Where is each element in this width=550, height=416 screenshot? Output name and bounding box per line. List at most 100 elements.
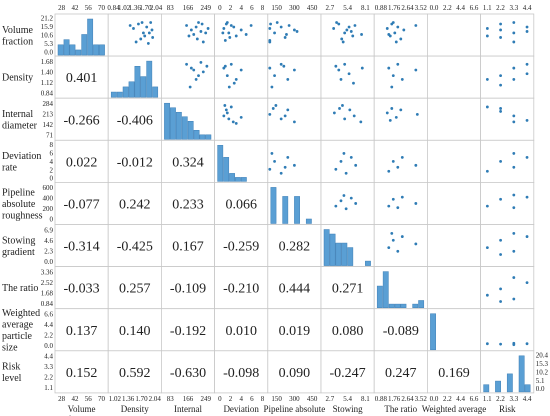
left-tick-label: 1.68 bbox=[41, 289, 54, 297]
scatter-point bbox=[414, 163, 418, 167]
scatter-point bbox=[222, 27, 226, 30]
matrix-cell bbox=[480, 266, 535, 310]
scatter-point bbox=[512, 21, 516, 24]
correlation-value: 0.167 bbox=[172, 240, 204, 255]
matrix-cell bbox=[426, 350, 481, 394]
scatter-point bbox=[525, 62, 529, 66]
matrix-cell bbox=[373, 350, 428, 394]
scatter-point bbox=[139, 37, 143, 41]
scatter-point bbox=[150, 28, 154, 32]
scatter-point bbox=[268, 27, 272, 30]
row-label: average bbox=[2, 320, 34, 331]
left-tick-label: 4.4 bbox=[44, 321, 53, 329]
scatter-point bbox=[227, 31, 231, 35]
column-label: gradient bbox=[333, 414, 363, 416]
top-tick-label: 150 bbox=[271, 4, 282, 12]
matrix-cell bbox=[267, 308, 322, 352]
scatter-point bbox=[143, 34, 147, 38]
bottom-tick-label: 450 bbox=[307, 395, 318, 403]
scatter-point bbox=[268, 167, 272, 171]
scatter-point bbox=[229, 24, 233, 27]
correlation-value: -0.089 bbox=[383, 324, 419, 339]
scatter-point bbox=[223, 104, 227, 107]
histogram-bar bbox=[152, 86, 159, 98]
scatter-point bbox=[197, 74, 200, 78]
left-tick-label: 0.84 bbox=[41, 300, 54, 308]
histogram-bar bbox=[382, 271, 389, 308]
scatter-point bbox=[512, 165, 516, 169]
left-tick-label: 1.40 bbox=[41, 68, 54, 76]
top-tick-label: 83 bbox=[167, 4, 175, 12]
top-tick-label: 300 bbox=[289, 4, 300, 12]
top-tick-label: 0.88 bbox=[375, 4, 388, 12]
scatter-point bbox=[525, 235, 529, 238]
top-tick-label: 4.4 bbox=[523, 4, 532, 12]
histogram-bar bbox=[187, 121, 194, 140]
histogram-bar bbox=[205, 134, 212, 140]
scatter-point bbox=[396, 25, 400, 29]
bottom-tick-label: 0 bbox=[218, 395, 222, 403]
scatter-point bbox=[187, 34, 191, 38]
bottom-tick-label: 4 bbox=[239, 395, 243, 403]
column-label: Internal bbox=[174, 404, 202, 414]
histogram-bar bbox=[347, 247, 354, 266]
scatter-point bbox=[293, 120, 296, 124]
histogram-bar bbox=[140, 76, 147, 98]
scatter-point bbox=[286, 155, 290, 159]
scatter-point bbox=[512, 231, 516, 235]
matrix-cell bbox=[107, 224, 162, 267]
bottom-tick-label: 42 bbox=[71, 395, 79, 403]
bottom-tick-label: 150 bbox=[271, 395, 282, 403]
scatter-point bbox=[394, 115, 398, 119]
scatter-point bbox=[271, 107, 275, 110]
scatter-point bbox=[270, 85, 274, 89]
correlation-value: 0.080 bbox=[332, 324, 364, 339]
top-tick-label: 4.4 bbox=[456, 4, 465, 12]
histogram-bar bbox=[122, 86, 129, 98]
bottom-tick-label: 8.1 bbox=[361, 395, 370, 403]
correlation-value: -0.192 bbox=[170, 324, 206, 339]
matrix-cell bbox=[160, 181, 215, 225]
scatter-point bbox=[349, 196, 353, 200]
left-tick-label: 0.0 bbox=[44, 258, 53, 266]
scatter-point bbox=[512, 276, 516, 279]
histogram-bar bbox=[75, 49, 82, 56]
top-tick-label: 5.4 bbox=[343, 4, 352, 12]
scatter-point bbox=[345, 28, 349, 32]
scatter-point bbox=[525, 72, 529, 76]
right-tick-label: 0.0 bbox=[536, 385, 545, 393]
column-label: Weighted average bbox=[422, 404, 487, 414]
scatter-point bbox=[140, 21, 144, 24]
correlation-value: 0.140 bbox=[119, 324, 151, 339]
scatter-point bbox=[234, 78, 238, 81]
scatter-point bbox=[485, 78, 489, 81]
scatter-point bbox=[512, 297, 516, 301]
scatter-point bbox=[387, 66, 391, 70]
bottom-tick-label: 28 bbox=[58, 395, 66, 403]
scatter-point bbox=[415, 113, 419, 116]
scatter-point bbox=[512, 31, 516, 35]
histogram-bar bbox=[341, 242, 348, 266]
correlation-value: -0.425 bbox=[117, 240, 153, 255]
left-tick-label: 4 bbox=[50, 158, 54, 166]
scatter-point bbox=[147, 31, 151, 35]
top-tick-label: 70 bbox=[98, 4, 106, 12]
scatter-point bbox=[341, 104, 344, 107]
scatter-point bbox=[279, 25, 283, 29]
histogram-bar bbox=[164, 102, 170, 140]
scatter-point bbox=[387, 33, 391, 36]
scatter-point bbox=[199, 30, 203, 33]
scatter-point bbox=[347, 25, 351, 29]
histogram-bar bbox=[483, 384, 490, 393]
correlation-value: -0.210 bbox=[223, 282, 259, 297]
matrix-cell bbox=[373, 55, 428, 99]
column-label: particle size bbox=[432, 414, 475, 416]
left-tick-label: 4.6 bbox=[44, 237, 53, 245]
column-label: Risk bbox=[499, 404, 516, 414]
scatter-point bbox=[396, 249, 400, 253]
scatter-point bbox=[343, 31, 347, 35]
histogram-bar bbox=[270, 187, 277, 224]
right-tick-label: 5.1 bbox=[536, 377, 545, 385]
left-tick-label: 200 bbox=[43, 205, 54, 213]
row-label: rate bbox=[2, 163, 18, 174]
